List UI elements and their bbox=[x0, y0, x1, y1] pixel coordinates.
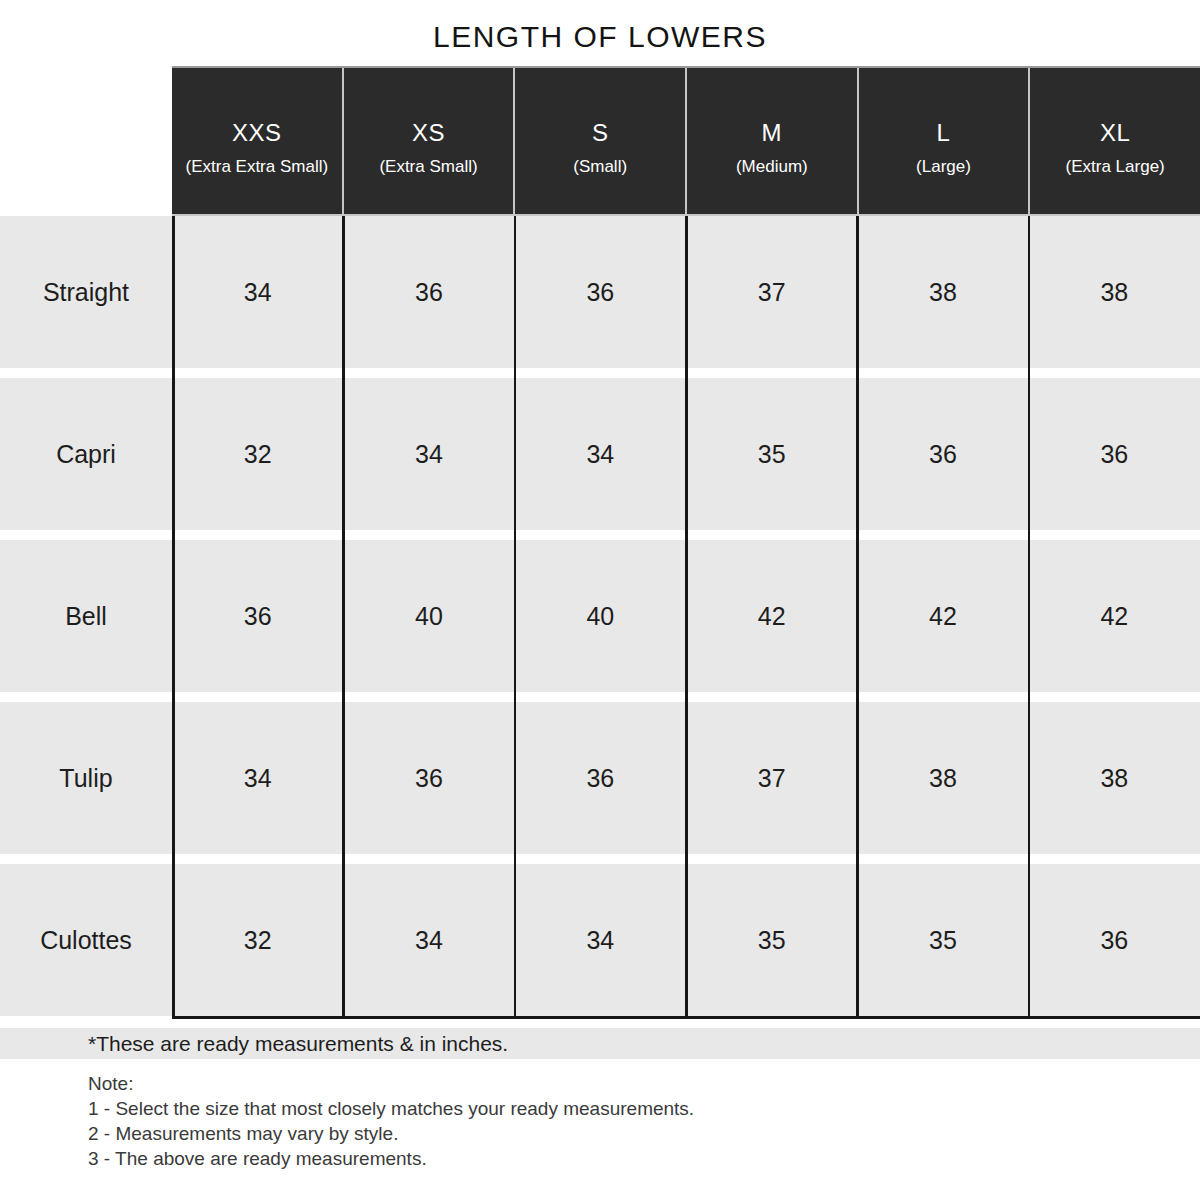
note-item: 1 - Select the size that most closely ma… bbox=[88, 1096, 694, 1121]
row-cells: 32 34 34 35 35 36 bbox=[172, 864, 1200, 1016]
row-cells: 34 36 36 37 38 38 bbox=[172, 216, 1200, 368]
value-cell: 36 bbox=[1029, 378, 1200, 530]
value-cell: 36 bbox=[515, 216, 686, 368]
size-code: XL bbox=[1100, 121, 1130, 145]
page-title: LENGTH OF LOWERS bbox=[0, 20, 1200, 54]
table-bottom-border bbox=[172, 1016, 1200, 1019]
value-cell: 38 bbox=[857, 702, 1028, 854]
size-name: (Extra Extra Small) bbox=[186, 158, 329, 175]
value-cell: 42 bbox=[857, 540, 1028, 692]
value-cell: 34 bbox=[515, 378, 686, 530]
value-cell: 32 bbox=[172, 864, 343, 1016]
column-header-m: M (Medium) bbox=[687, 68, 857, 214]
size-name: (Medium) bbox=[736, 158, 808, 175]
size-code: S bbox=[592, 121, 609, 145]
value-cell: 38 bbox=[1029, 702, 1200, 854]
value-cell: 40 bbox=[343, 540, 514, 692]
value-cell: 36 bbox=[343, 216, 514, 368]
value-cell: 36 bbox=[515, 702, 686, 854]
column-header-xl: XL (Extra Large) bbox=[1030, 68, 1200, 214]
value-cell: 35 bbox=[857, 864, 1028, 1016]
table-row-straight: Straight 34 36 36 37 38 38 bbox=[0, 216, 1200, 368]
table-row-culottes: Culottes 32 34 34 35 35 36 bbox=[0, 864, 1200, 1016]
size-name: (Extra Small) bbox=[379, 158, 477, 175]
notes-section: Note: 1 - Select the size that most clos… bbox=[88, 1071, 694, 1171]
value-cell: 34 bbox=[515, 864, 686, 1016]
column-header-l: L (Large) bbox=[859, 68, 1029, 214]
table-header-row: XXS (Extra Extra Small) XS (Extra Small)… bbox=[172, 66, 1200, 216]
value-cell: 36 bbox=[857, 378, 1028, 530]
column-header-xxs: XXS (Extra Extra Small) bbox=[172, 68, 342, 214]
table-body: Straight 34 36 36 37 38 38 Capri 32 34 3… bbox=[0, 216, 1200, 1016]
size-name: (Extra Large) bbox=[1066, 158, 1165, 175]
size-table: XXS (Extra Extra Small) XS (Extra Small)… bbox=[0, 66, 1200, 1026]
row-label: Capri bbox=[0, 378, 172, 530]
size-code: M bbox=[762, 121, 783, 145]
row-label: Straight bbox=[0, 216, 172, 368]
value-cell: 42 bbox=[686, 540, 857, 692]
row-cells: 32 34 34 35 36 36 bbox=[172, 378, 1200, 530]
note-heading: Note: bbox=[88, 1071, 694, 1096]
value-cell: 34 bbox=[343, 378, 514, 530]
row-label: Tulip bbox=[0, 702, 172, 854]
value-cell: 35 bbox=[686, 864, 857, 1016]
table-row-tulip: Tulip 34 36 36 37 38 38 bbox=[0, 702, 1200, 854]
column-header-s: S (Small) bbox=[515, 68, 685, 214]
value-cell: 36 bbox=[343, 702, 514, 854]
row-label: Culottes bbox=[0, 864, 172, 1016]
value-cell: 34 bbox=[172, 702, 343, 854]
note-item: 2 - Measurements may vary by style. bbox=[88, 1121, 694, 1146]
value-cell: 34 bbox=[172, 216, 343, 368]
value-cell: 37 bbox=[686, 702, 857, 854]
size-chart-page: LENGTH OF LOWERS XXS (Extra Extra Small)… bbox=[0, 0, 1200, 1200]
row-cells: 34 36 36 37 38 38 bbox=[172, 702, 1200, 854]
size-code: XS bbox=[412, 121, 445, 145]
value-cell: 32 bbox=[172, 378, 343, 530]
column-header-xs: XS (Extra Small) bbox=[344, 68, 514, 214]
value-cell: 36 bbox=[1029, 864, 1200, 1016]
value-cell: 38 bbox=[1029, 216, 1200, 368]
value-cell: 37 bbox=[686, 216, 857, 368]
value-cell: 42 bbox=[1029, 540, 1200, 692]
size-name: (Large) bbox=[916, 158, 971, 175]
value-cell: 40 bbox=[515, 540, 686, 692]
table-row-bell: Bell 36 40 40 42 42 42 bbox=[0, 540, 1200, 692]
value-cell: 36 bbox=[172, 540, 343, 692]
note-item: 3 - The above are ready measurements. bbox=[88, 1146, 694, 1171]
size-name: (Small) bbox=[573, 158, 627, 175]
row-cells: 36 40 40 42 42 42 bbox=[172, 540, 1200, 692]
size-code: XXS bbox=[232, 121, 282, 145]
table-row-capri: Capri 32 34 34 35 36 36 bbox=[0, 378, 1200, 530]
value-cell: 34 bbox=[343, 864, 514, 1016]
footnote-band: *These are ready measurements & in inche… bbox=[0, 1028, 1200, 1059]
row-label: Bell bbox=[0, 540, 172, 692]
value-cell: 38 bbox=[857, 216, 1028, 368]
size-code: L bbox=[937, 121, 951, 145]
footnote-text: *These are ready measurements & in inche… bbox=[0, 1032, 508, 1056]
value-cell: 35 bbox=[686, 378, 857, 530]
